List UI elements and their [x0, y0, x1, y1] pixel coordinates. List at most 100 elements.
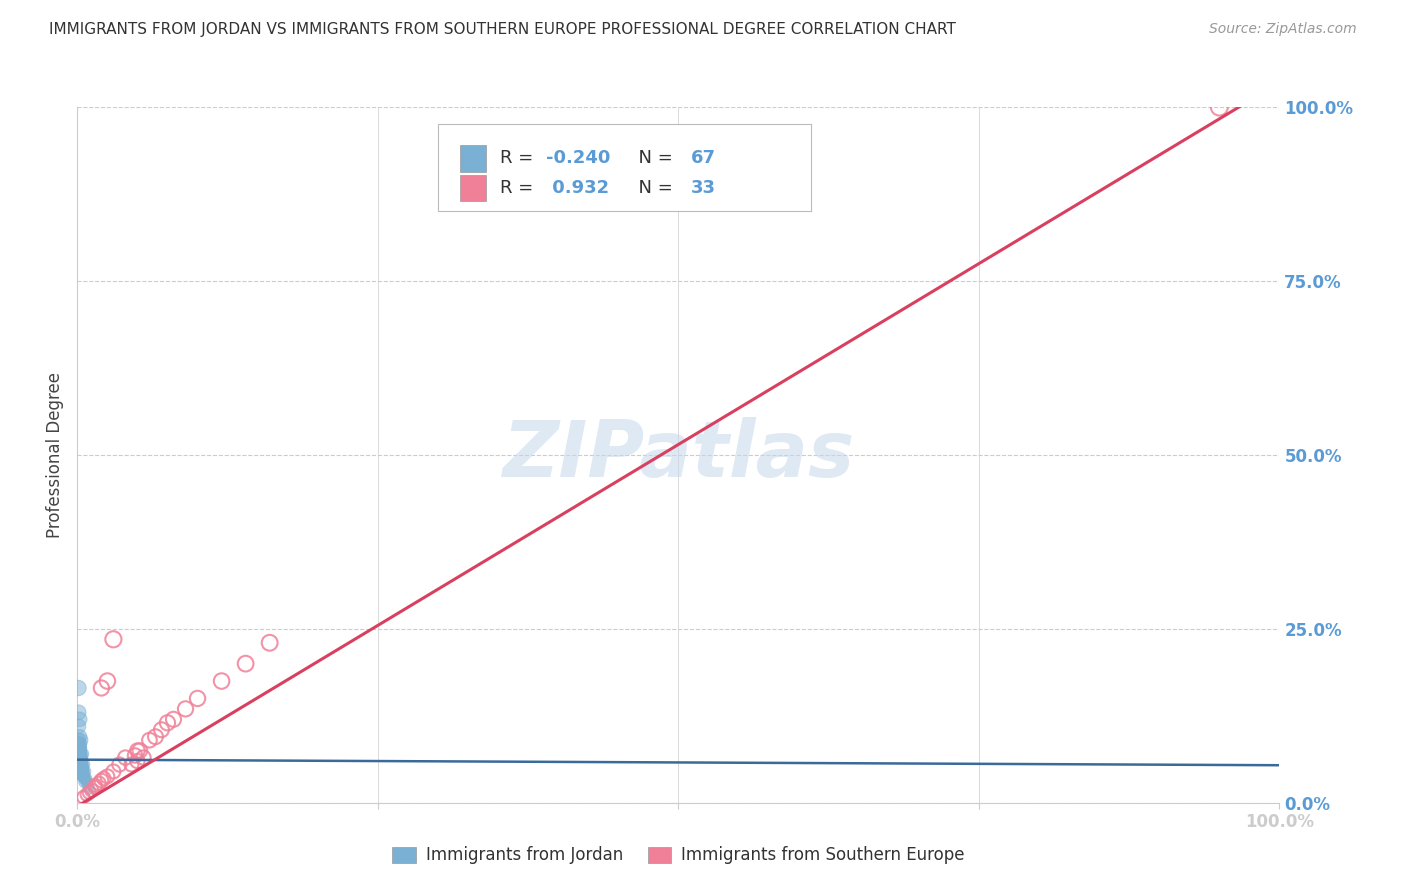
- Point: [70, 761, 93, 775]
- Y-axis label: Professional Degree: Professional Degree: [46, 372, 65, 538]
- Point: [211, 674, 233, 689]
- Point: [75, 772, 97, 786]
- Point: [70, 747, 93, 761]
- Point: [80, 783, 103, 797]
- Point: [72, 768, 94, 782]
- Point: [67, 733, 90, 747]
- Point: [70, 747, 93, 761]
- Point: [67, 719, 90, 733]
- Point: [70, 757, 93, 772]
- Point: [72, 757, 94, 772]
- Point: [70, 766, 93, 780]
- Point: [70, 761, 93, 775]
- FancyBboxPatch shape: [439, 124, 811, 211]
- Text: -0.240: -0.240: [546, 149, 610, 168]
- Point: [127, 754, 149, 768]
- Point: [70, 768, 93, 782]
- Point: [70, 768, 93, 782]
- Point: [67, 746, 90, 760]
- Point: [70, 750, 93, 764]
- Point: [72, 790, 94, 805]
- Text: R =: R =: [501, 149, 540, 168]
- Point: [93, 772, 115, 786]
- Point: [69, 757, 91, 772]
- Point: [90, 681, 112, 695]
- Point: [67, 737, 90, 751]
- Point: [114, 750, 136, 764]
- Point: [128, 744, 150, 758]
- Point: [70, 754, 93, 768]
- Bar: [460, 175, 486, 201]
- Point: [69, 756, 91, 770]
- Point: [187, 691, 209, 706]
- Point: [67, 706, 90, 720]
- Point: [120, 757, 142, 772]
- Point: [69, 744, 91, 758]
- Point: [67, 744, 90, 758]
- Point: [70, 764, 93, 779]
- Point: [69, 747, 91, 761]
- Point: [150, 723, 173, 737]
- Point: [69, 758, 91, 772]
- Point: [70, 765, 93, 780]
- Point: [70, 761, 93, 775]
- Text: 33: 33: [690, 179, 716, 197]
- Text: Source: ZipAtlas.com: Source: ZipAtlas.com: [1209, 22, 1357, 37]
- Point: [70, 754, 93, 768]
- Point: [69, 756, 91, 771]
- Point: [69, 750, 91, 764]
- Text: IMMIGRANTS FROM JORDAN VS IMMIGRANTS FROM SOUTHERN EUROPE PROFESSIONAL DEGREE CO: IMMIGRANTS FROM JORDAN VS IMMIGRANTS FRO…: [49, 22, 956, 37]
- Point: [69, 747, 91, 761]
- Point: [70, 757, 93, 772]
- Point: [67, 748, 90, 763]
- Point: [84, 778, 107, 792]
- Text: N =: N =: [627, 149, 678, 168]
- Point: [70, 764, 93, 779]
- Point: [70, 757, 93, 772]
- Point: [84, 780, 107, 795]
- Point: [70, 761, 93, 775]
- Point: [72, 764, 94, 779]
- Point: [108, 757, 131, 772]
- Point: [156, 715, 179, 730]
- Point: [70, 761, 93, 775]
- Point: [235, 657, 257, 671]
- Point: [69, 740, 91, 755]
- Legend: Immigrants from Jordan, Immigrants from Southern Europe: Immigrants from Jordan, Immigrants from …: [385, 839, 972, 871]
- Point: [73, 775, 96, 789]
- Point: [174, 702, 197, 716]
- Point: [69, 744, 91, 758]
- Point: [90, 773, 112, 788]
- Point: [77, 778, 100, 792]
- Point: [69, 712, 91, 726]
- Point: [76, 788, 98, 802]
- Point: [70, 764, 93, 779]
- Point: [70, 754, 93, 768]
- Text: 67: 67: [690, 149, 716, 168]
- Point: [127, 744, 149, 758]
- Point: [79, 785, 101, 799]
- Point: [70, 750, 93, 764]
- Point: [67, 681, 90, 695]
- Point: [73, 764, 96, 779]
- Point: [69, 750, 91, 764]
- Point: [70, 757, 93, 772]
- Point: [70, 761, 93, 775]
- Point: [69, 750, 91, 764]
- Point: [72, 768, 94, 782]
- Point: [70, 765, 93, 780]
- Point: [259, 636, 281, 650]
- Point: [132, 750, 155, 764]
- Point: [69, 759, 91, 773]
- Point: [69, 740, 91, 755]
- Point: [76, 775, 98, 789]
- Point: [70, 757, 93, 772]
- Point: [138, 733, 160, 747]
- Point: [69, 760, 91, 774]
- Point: [87, 776, 110, 790]
- Point: [69, 737, 91, 751]
- Point: [103, 764, 125, 779]
- Point: [70, 733, 93, 747]
- Text: 0.932: 0.932: [546, 179, 609, 197]
- Point: [103, 632, 125, 647]
